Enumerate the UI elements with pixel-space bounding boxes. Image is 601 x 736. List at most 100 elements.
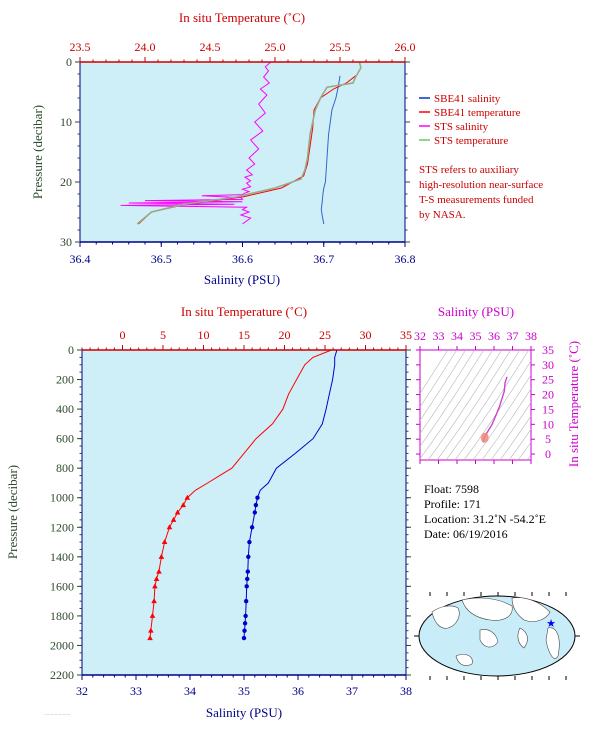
- footer-mark: ····················: [44, 712, 71, 717]
- lower-top-tick-label: 35: [400, 328, 412, 342]
- ts-top-tick-label: 32: [414, 329, 426, 343]
- ts-top-tick-label: 37: [507, 329, 519, 343]
- temperature-marker: [152, 583, 158, 589]
- density-contour: [517, 441, 531, 460]
- lower-plot-area: [81, 349, 407, 676]
- temperature-marker: [151, 598, 157, 604]
- upper-plot-area: [79, 61, 406, 243]
- temperature-marker: [184, 494, 191, 500]
- ts-density-contours: [420, 350, 531, 460]
- world-map: ★: [414, 592, 580, 680]
- salinity-marker: [252, 510, 257, 515]
- upper-top-tick-label: 23.5: [70, 40, 91, 54]
- salinity-marker: [255, 495, 260, 500]
- ts-series-line: [482, 376, 508, 443]
- float-location-star-icon: ★: [546, 617, 556, 630]
- lower-bottom-tick-label: 35: [238, 684, 250, 698]
- upper-y-tick-label: 30: [60, 235, 72, 249]
- salinity-marker: [245, 569, 250, 574]
- density-contour: [420, 350, 494, 460]
- upper-bottom-tick-label: 36.5: [151, 252, 172, 266]
- lower-y-tick-label: 0: [68, 343, 74, 357]
- salinity-marker: [242, 628, 247, 633]
- lower-top-tick-label: 30: [360, 328, 372, 342]
- density-contour: [420, 350, 449, 394]
- lower-y-tick-label: 600: [56, 432, 74, 446]
- ts-right-tick-label: 25: [542, 373, 554, 387]
- salinity-marker: [242, 621, 248, 626]
- lower-bottom-tick-label: 38: [400, 684, 412, 698]
- ts-top-tick-label: 33: [433, 329, 445, 343]
- note-line: by NASA.: [419, 209, 466, 221]
- upper-top-axis-label: In situ Temperature (˚C): [179, 10, 305, 25]
- lower-bottom-tick-label: 37: [346, 684, 358, 698]
- temperature-marker: [148, 627, 154, 633]
- sts-note: STS refers to auxiliary high-resolution n…: [419, 164, 543, 221]
- upper-bottom-tick-label: 36.6: [232, 252, 253, 266]
- legend: SBE41 salinity SBE41 temperature STS salin…: [419, 93, 521, 147]
- lower-y-axis-label: Pressure (decibar): [5, 465, 20, 559]
- salinity-marker: [253, 502, 259, 508]
- upper-series-group: [120, 61, 362, 225]
- ts-top-tick-label: 35: [470, 329, 482, 343]
- lower-y-tick-label: 1800: [50, 609, 74, 623]
- ts-top-axis-label: Salinity (PSU): [438, 304, 514, 319]
- upper-top-tick-label: 24.0: [135, 40, 156, 54]
- legend-label: STS salinity: [434, 121, 489, 133]
- lower-bottom-tick-label: 33: [130, 684, 142, 698]
- temperature-marker: [180, 502, 187, 508]
- legend-label: STS temperature: [434, 135, 508, 147]
- salinity-marker: [246, 554, 251, 560]
- temperature-marker: [147, 635, 153, 641]
- density-contour: [420, 350, 476, 435]
- upper-axes: 23.5 24.0 24.5 25.0 25.5 26.0 36.4 36.5 36.6 36.7…: [60, 40, 416, 266]
- salinity-marker: [243, 598, 249, 604]
- ts-right-tick-label: 30: [542, 358, 554, 372]
- upper-series-line-3: [120, 61, 272, 225]
- density-contour: [499, 415, 531, 460]
- density-contour: [436, 350, 512, 460]
- upper-series-line-4: [136, 61, 362, 225]
- density-contour: [427, 350, 503, 460]
- density-contour: [420, 350, 458, 408]
- density-contour: [472, 374, 531, 460]
- lower-top-tick-label: 0: [120, 328, 126, 342]
- upper-y-tick-label: 10: [60, 115, 72, 129]
- lower-top-tick-label: 20: [279, 328, 291, 342]
- profile-date: Date: 06/19/2016: [424, 527, 508, 541]
- upper-bottom-tick-label: 36.7: [313, 252, 334, 266]
- lower-axes: 0 5 10 15 20 25 30 35 32 33 34 35 36 37 38 0 200 400 600 80…: [50, 328, 412, 698]
- legend-label: SBE41 salinity: [434, 93, 501, 105]
- float-location: Location: 31.2˚N -54.2˚E: [424, 512, 546, 526]
- map-land: [431, 597, 560, 666]
- ts-series-group: [480, 376, 508, 443]
- upper-y-tick-label: 20: [60, 175, 72, 189]
- lower-series-line-2: [243, 349, 338, 639]
- temperature-marker: [153, 575, 160, 581]
- lower-y-tick-label: 2200: [50, 668, 74, 682]
- ts-right-tick-label: 0: [545, 447, 551, 461]
- lower-top-tick-label: 15: [238, 328, 250, 342]
- map-frame-ticks: [414, 592, 580, 680]
- lower-top-tick-label: 25: [319, 328, 331, 342]
- upper-bottom-tick-label: 36.4: [70, 252, 91, 266]
- lower-y-tick-label: 1400: [50, 550, 74, 564]
- temperature-marker: [149, 612, 156, 618]
- lower-y-tick-label: 200: [56, 373, 74, 387]
- salinity-marker: [244, 584, 249, 589]
- temperature-marker: [158, 553, 165, 559]
- lower-bottom-tick-label: 34: [184, 684, 196, 698]
- ts-right-tick-label: 15: [542, 402, 554, 416]
- density-contour: [481, 388, 531, 460]
- legend-label: SBE41 temperature: [434, 107, 521, 119]
- ts-right-tick-label: 35: [542, 343, 554, 357]
- note-line: high-resolution near-surface: [419, 179, 543, 191]
- upper-y-axis-label: Pressure (decibar): [30, 105, 45, 199]
- lower-bottom-tick-label: 36: [292, 684, 304, 698]
- density-contour: [454, 350, 530, 460]
- density-contour: [420, 350, 485, 447]
- lower-bottom-tick-label: 32: [76, 684, 88, 698]
- lower-profile-chart: 0 5 10 15 20 25 30 35 32 33 34 35 36 37 38 0 200 400 600 80…: [5, 304, 412, 720]
